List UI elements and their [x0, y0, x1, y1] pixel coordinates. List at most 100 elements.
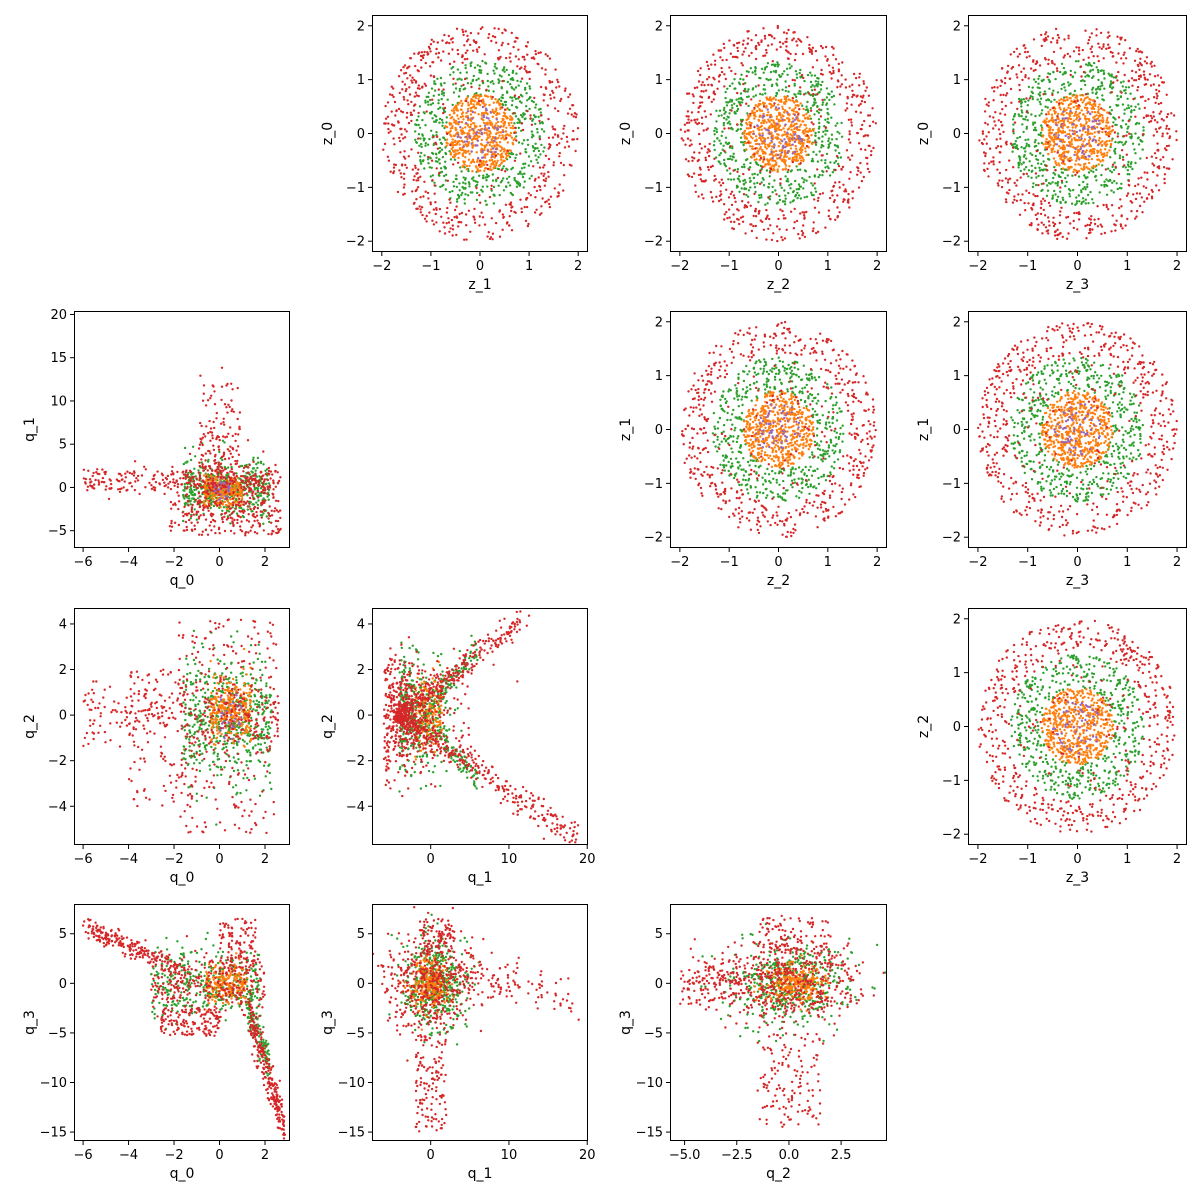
scatter-point: [439, 167, 443, 170]
scatter-point: [762, 152, 765, 155]
scatter-point: [1040, 162, 1043, 166]
scatter-point: [854, 76, 858, 80]
scatter-point: [1062, 113, 1065, 117]
scatter-point: [778, 228, 781, 231]
scatter-point: [432, 135, 435, 139]
scatter-point: [757, 212, 760, 215]
scatter-point: [1012, 123, 1015, 126]
scatter-point: [417, 168, 420, 171]
scatter-point: [996, 86, 999, 89]
scatter-point: [1102, 119, 1105, 122]
scatter-point: [799, 102, 802, 105]
scatter-point: [805, 153, 808, 157]
scatter-point: [527, 222, 530, 226]
scatter-point: [419, 175, 422, 178]
scatter-point: [733, 220, 736, 224]
scatter-point: [1047, 78, 1051, 82]
scatter-point: [1134, 105, 1137, 109]
scatter-point: [1091, 76, 1094, 80]
scatter-point: [1039, 131, 1043, 134]
scatter-point: [481, 98, 485, 101]
scatter-point: [836, 86, 839, 89]
scatter-point: [459, 126, 462, 129]
scatter-point: [430, 87, 434, 90]
scatter-point: [751, 145, 754, 148]
scatter-point: [786, 170, 789, 174]
scatter-point: [1027, 99, 1030, 102]
scatter-point: [517, 182, 521, 186]
scatter-point: [442, 50, 445, 53]
scatter-point: [1088, 150, 1092, 153]
scatter-point: [457, 156, 460, 160]
scatter-point: [1100, 232, 1103, 236]
scatter-point: [1150, 195, 1154, 198]
scatter-point: [1030, 222, 1033, 225]
scatter-point: [481, 216, 485, 219]
scatter-point: [986, 123, 989, 126]
scatter-point: [788, 63, 791, 66]
scatter-point: [515, 36, 518, 39]
scatter-point: [747, 30, 750, 33]
scatter-point: [1056, 149, 1060, 152]
scatter-point: [866, 167, 870, 171]
scatter-point: [497, 27, 500, 31]
scatter-point: [764, 137, 767, 141]
scatter-point: [495, 179, 498, 183]
scatter-point: [760, 128, 763, 131]
scatter-point: [791, 78, 794, 82]
scatter-point: [1125, 194, 1129, 197]
scatter-point: [500, 99, 503, 103]
scatter-point: [461, 127, 464, 130]
scatter-point: [482, 121, 486, 125]
scatter-point: [1110, 139, 1114, 142]
scatter-point: [481, 101, 484, 104]
scatter-point: [692, 95, 695, 98]
scatter-point: [466, 194, 470, 197]
scatter-point: [384, 117, 388, 120]
scatter-point: [717, 49, 720, 52]
scatter-point: [832, 53, 835, 57]
scatter-point: [1057, 104, 1061, 107]
scatter-point: [1139, 57, 1142, 60]
scatter-point: [1127, 106, 1131, 110]
scatter-point: [740, 141, 743, 144]
scatter-point: [449, 151, 452, 155]
scatter-point: [511, 99, 514, 102]
scatter-point: [1090, 157, 1094, 161]
scatter-point: [407, 103, 410, 106]
scatter-point: [481, 176, 485, 180]
scatter-point: [729, 172, 732, 175]
scatter-point: [528, 87, 532, 90]
x-axis-label: z_1: [468, 277, 491, 293]
scatter-point: [1055, 143, 1059, 146]
scatter-point: [462, 33, 465, 37]
scatter-point: [802, 158, 805, 161]
scatter-point: [455, 185, 458, 189]
scatter-point: [1082, 113, 1085, 116]
scatter-point: [485, 143, 488, 147]
scatter-point: [437, 88, 440, 91]
scatter-point: [1089, 218, 1093, 221]
scatter-point: [736, 46, 739, 50]
scatter-point: [432, 75, 436, 79]
scatter-point: [1131, 142, 1135, 145]
scatter-point: [1096, 151, 1099, 154]
scatter-point: [417, 94, 420, 98]
scatter-point: [981, 142, 984, 146]
scatter-point: [464, 64, 467, 67]
scatter-point: [774, 149, 778, 153]
scatter-point: [753, 186, 757, 189]
scatter-point: [835, 137, 838, 141]
scatter-point: [543, 164, 546, 167]
scatter-point: [511, 166, 514, 169]
scatter-point: [1061, 102, 1065, 106]
scatter-point: [752, 95, 755, 98]
scatter-point: [1044, 92, 1047, 96]
scatter-point: [1075, 104, 1078, 108]
scatter-point: [440, 215, 443, 218]
scatter-point: [692, 101, 695, 105]
scatter-point: [697, 110, 700, 114]
scatter-point: [794, 179, 797, 183]
scatter-point: [1073, 211, 1076, 215]
scatter-point: [836, 130, 839, 134]
